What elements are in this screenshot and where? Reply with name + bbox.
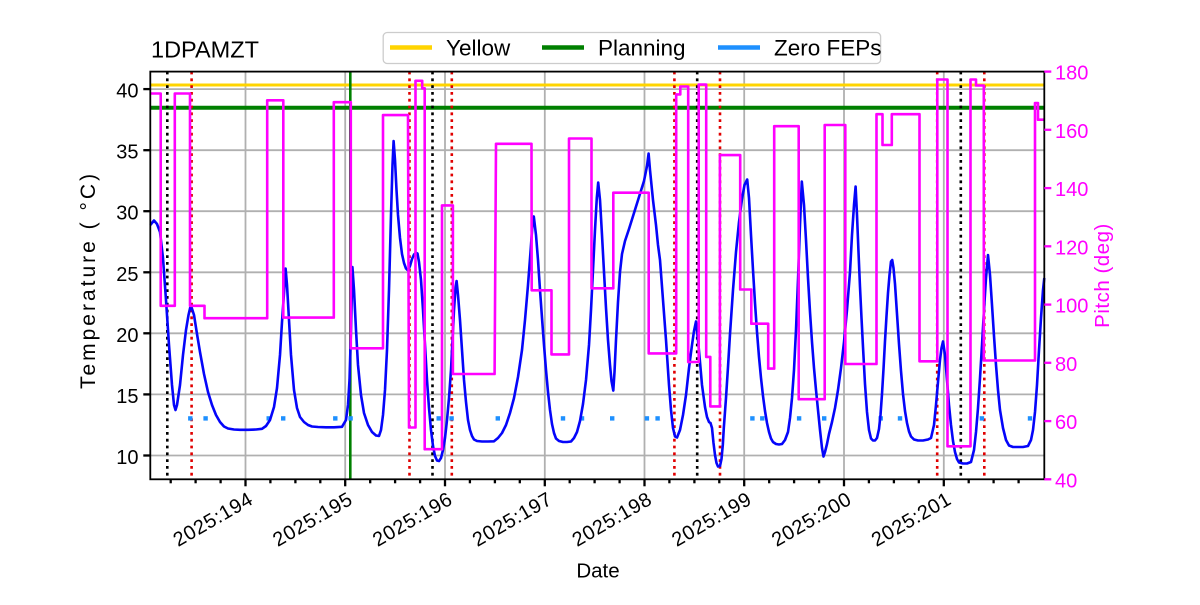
svg-text:120: 120 (1055, 237, 1088, 259)
svg-text:15: 15 (116, 386, 138, 408)
svg-text:Pitch (deg): Pitch (deg) (1091, 223, 1114, 328)
svg-text:Yellow: Yellow (446, 36, 511, 61)
svg-text:40: 40 (116, 81, 138, 103)
svg-text:10: 10 (116, 447, 138, 469)
svg-text:30: 30 (116, 203, 138, 225)
svg-text:1DPAMZT: 1DPAMZT (151, 37, 259, 63)
svg-text:140: 140 (1055, 179, 1088, 201)
svg-text:Zero FEPs: Zero FEPs (774, 36, 882, 61)
svg-text:180: 180 (1055, 63, 1088, 85)
svg-text:Date: Date (576, 560, 619, 583)
svg-text:60: 60 (1055, 412, 1077, 434)
svg-text:40: 40 (1055, 470, 1077, 492)
svg-text:100: 100 (1055, 296, 1088, 318)
svg-text:20: 20 (116, 325, 138, 347)
svg-text:Planning: Planning (598, 36, 686, 61)
svg-text:Temperature ( °C): Temperature ( °C) (77, 171, 100, 389)
svg-text:160: 160 (1055, 121, 1088, 143)
svg-text:35: 35 (116, 142, 138, 164)
svg-text:25: 25 (116, 264, 138, 286)
svg-text:80: 80 (1055, 354, 1077, 376)
